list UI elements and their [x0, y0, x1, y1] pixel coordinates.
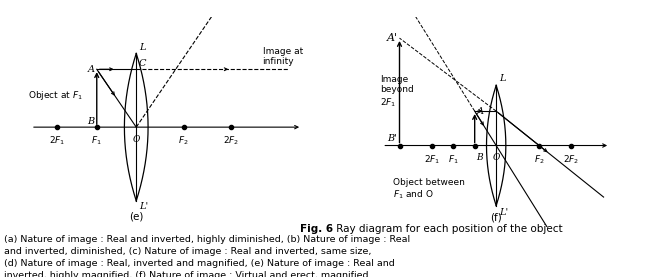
Text: $F_1$: $F_1$ — [448, 153, 459, 166]
Text: and inverted, diminished, (c) Nature of image : Real and inverted, same size,: and inverted, diminished, (c) Nature of … — [4, 247, 372, 256]
Text: $F_2$: $F_2$ — [178, 135, 189, 147]
Text: C: C — [139, 59, 146, 68]
Text: 2$F_1$: 2$F_1$ — [424, 153, 440, 166]
Text: A: A — [88, 65, 95, 74]
Text: (e): (e) — [129, 212, 143, 222]
Text: L': L' — [139, 202, 148, 211]
Text: L: L — [139, 43, 145, 52]
Text: L': L' — [499, 208, 508, 217]
Text: O: O — [133, 135, 140, 143]
Text: B: B — [476, 153, 483, 162]
Text: $F_1$: $F_1$ — [91, 135, 102, 147]
Text: Fig. 6: Fig. 6 — [300, 224, 333, 234]
Text: $F_2$: $F_2$ — [534, 153, 544, 166]
Text: Object between
$F_1$ and O: Object between $F_1$ and O — [393, 178, 465, 201]
Text: B': B' — [388, 134, 398, 143]
Text: (a) Nature of image : Real and inverted, highly diminished, (b) Nature of image : (a) Nature of image : Real and inverted,… — [4, 235, 410, 244]
Text: Image at
infinity: Image at infinity — [262, 47, 303, 66]
Text: 2$F_2$: 2$F_2$ — [223, 135, 239, 147]
Text: inverted, highly magnified, (f) Nature of image : Virtual and erect, magnified: inverted, highly magnified, (f) Nature o… — [4, 271, 368, 277]
Text: A': A' — [386, 33, 398, 43]
Text: 2$F_1$: 2$F_1$ — [49, 135, 65, 147]
Text: L: L — [499, 74, 505, 83]
Text: Image
beyond
$2F_1$: Image beyond $2F_1$ — [380, 75, 414, 109]
Text: (f): (f) — [490, 213, 502, 223]
Text: (d) Nature of image : Real, inverted and magnified, (e) Nature of image : Real a: (d) Nature of image : Real, inverted and… — [4, 259, 395, 268]
Text: Ray diagram for each position of the object: Ray diagram for each position of the obj… — [333, 224, 563, 234]
Text: B: B — [87, 117, 95, 126]
Text: Object at $F_1$: Object at $F_1$ — [29, 89, 83, 102]
Text: A: A — [476, 107, 484, 116]
Text: 2$F_2$: 2$F_2$ — [563, 153, 579, 166]
Text: O: O — [492, 153, 500, 162]
